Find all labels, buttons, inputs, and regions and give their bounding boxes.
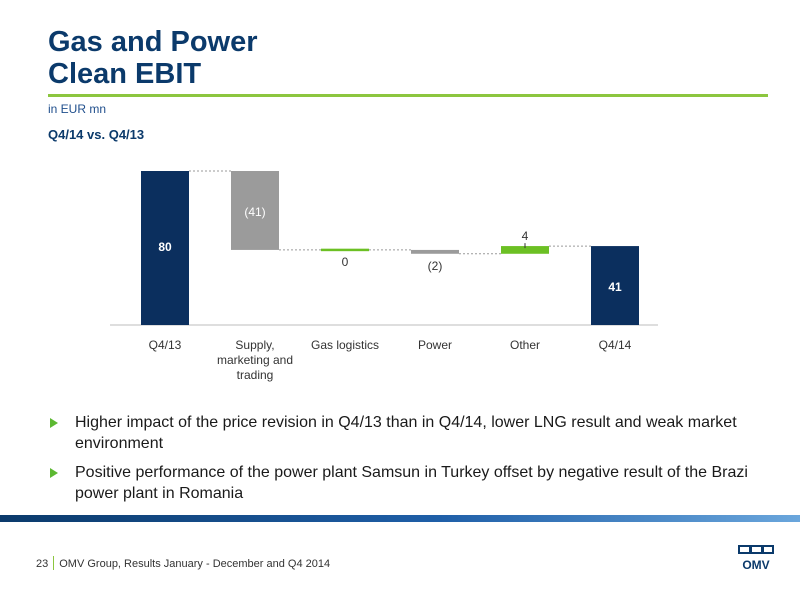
bullet-item-2: Positive performance of the power plant … — [48, 462, 768, 504]
bar-4 — [411, 249, 459, 254]
footer-separator — [53, 556, 55, 570]
slide-title: Gas and Power Clean EBIT — [48, 26, 258, 90]
category-label-4: Power — [418, 338, 452, 352]
category-label-5: Other — [510, 338, 540, 352]
data-label-5: 4 — [522, 229, 529, 243]
waterfall-chart: 80 Q4/13 (41) Supply, marketing and trading 0 G… — [110, 170, 658, 382]
category-label-6: Q4/14 — [599, 338, 632, 352]
title-line-1: Gas and Power — [48, 26, 258, 58]
chart-subtitle: Q4/14 vs. Q4/13 — [48, 127, 145, 142]
bullet-arrow-icon — [50, 418, 58, 428]
footer-band — [0, 515, 800, 522]
title-divider — [48, 94, 768, 97]
bullet-arrow-icon — [50, 468, 58, 478]
data-label-4: (2) — [428, 259, 443, 273]
bar-1 — [141, 171, 189, 325]
bullet-text-2: Positive performance of the power plant … — [75, 464, 748, 502]
category-label-1: Q4/13 — [149, 338, 182, 352]
footer: 23 OMV Group, Results January - December … — [36, 556, 330, 570]
bullet-list: Higher impact of the price revision in Q… — [48, 412, 768, 512]
footer-text: OMV Group, Results January - December an… — [59, 558, 331, 570]
unit-label: in EUR mn — [48, 102, 107, 116]
page-number: 23 — [36, 558, 49, 570]
category-label-3: Gas logistics — [311, 338, 379, 352]
title-line-2: Clean EBIT — [48, 58, 202, 90]
data-label-6: 41 — [608, 280, 622, 294]
bar-6 — [591, 246, 639, 325]
logo-text: OMV — [742, 558, 769, 572]
data-label-2: (41) — [244, 205, 265, 219]
bullet-item-1: Higher impact of the price revision in Q… — [48, 412, 768, 454]
bar-3 — [321, 248, 369, 252]
bar-5 — [501, 246, 549, 254]
category-label-2: Supply, marketing and trading — [217, 338, 293, 382]
bar-2 — [231, 171, 279, 250]
bullet-text-1: Higher impact of the price revision in Q… — [75, 414, 737, 452]
data-label-1: 80 — [158, 240, 172, 254]
data-label-3: 0 — [342, 255, 349, 269]
omv-logo-icon: OMV — [738, 545, 774, 572]
